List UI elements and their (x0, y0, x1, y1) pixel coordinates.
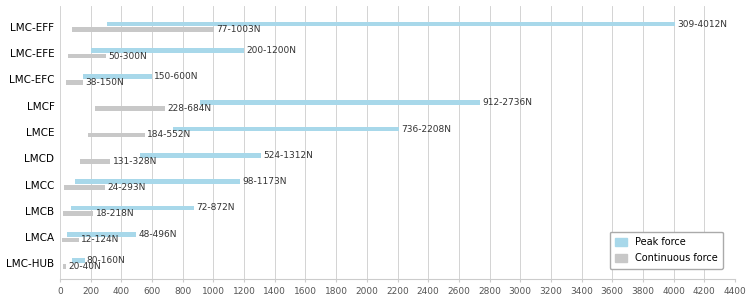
Text: 38-150N: 38-150N (86, 78, 124, 87)
Text: 18-218N: 18-218N (96, 209, 134, 218)
Text: 50-300N: 50-300N (108, 52, 147, 60)
Text: 200-1200N: 200-1200N (247, 46, 296, 55)
Bar (72, 27, 214, 32)
Bar (91, 48, 244, 52)
Text: 309-4012N: 309-4012N (678, 20, 728, 29)
Bar (72, 258, 85, 263)
Text: 72-872N: 72-872N (196, 204, 235, 212)
Text: 80-160N: 80-160N (87, 256, 125, 265)
Legend: Peak force, Continuous force: Peak force, Continuous force (610, 231, 724, 269)
Bar (62, 238, 79, 242)
Text: 736-2208N: 736-2208N (401, 125, 451, 134)
Bar (88, 133, 145, 137)
Bar (140, 153, 261, 158)
Bar (107, 21, 676, 26)
Bar (173, 127, 399, 131)
Bar (200, 100, 480, 105)
Bar (64, 185, 105, 190)
Text: 131-328N: 131-328N (112, 157, 157, 166)
Bar (68, 54, 106, 58)
Text: 48-496N: 48-496N (139, 230, 177, 239)
Bar (71, 206, 194, 210)
Text: 98-1173N: 98-1173N (242, 177, 286, 186)
Text: 912-2736N: 912-2736N (482, 98, 532, 107)
Bar (80, 159, 110, 164)
Text: 228-684N: 228-684N (167, 104, 211, 113)
Bar (63, 211, 94, 216)
Text: 77-1003N: 77-1003N (216, 25, 261, 34)
Bar (83, 74, 152, 79)
Bar (68, 232, 136, 237)
Bar (95, 106, 165, 111)
Text: 24-293N: 24-293N (107, 183, 146, 192)
Text: 524-1312N: 524-1312N (263, 151, 314, 160)
Bar (75, 179, 240, 184)
Text: 20-40N: 20-40N (68, 262, 101, 271)
Bar (66, 80, 83, 85)
Text: 150-600N: 150-600N (154, 72, 199, 81)
Bar (63, 264, 66, 269)
Text: 12-124N: 12-124N (81, 235, 120, 244)
Text: 184-552N: 184-552N (147, 130, 191, 139)
